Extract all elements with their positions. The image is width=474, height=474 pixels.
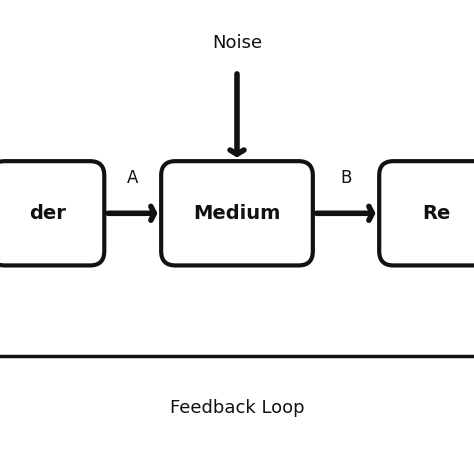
FancyBboxPatch shape [161,161,313,265]
Text: Feedback Loop: Feedback Loop [170,399,304,417]
Text: der: der [29,204,66,223]
FancyBboxPatch shape [379,161,474,265]
Text: B: B [340,169,352,187]
FancyBboxPatch shape [0,161,104,265]
Text: Noise: Noise [212,34,262,52]
Text: Re: Re [422,204,450,223]
Text: Medium: Medium [193,204,281,223]
Text: A: A [127,169,138,187]
